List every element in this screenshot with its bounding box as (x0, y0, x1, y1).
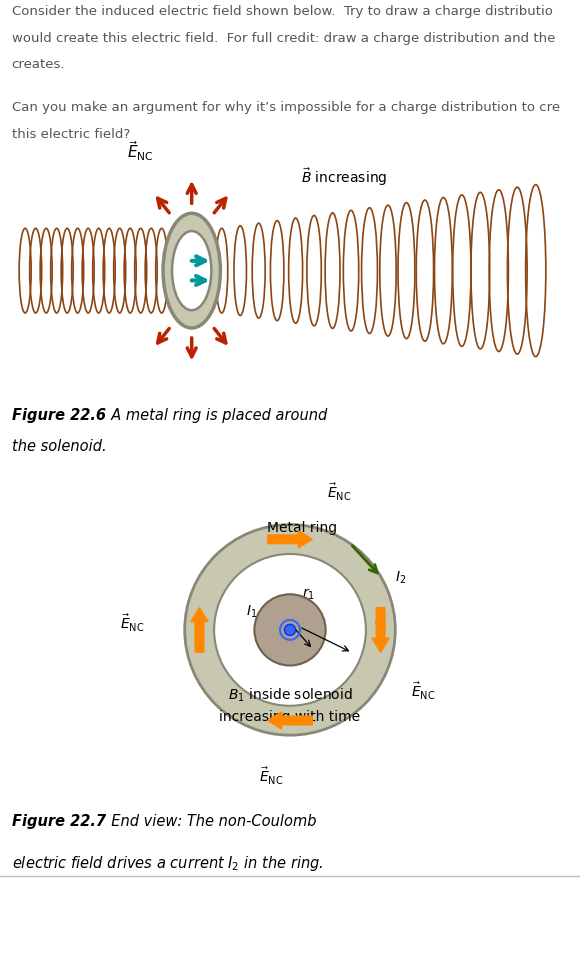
Text: would create this electric field.  For full credit: draw a charge distribution a: would create this electric field. For fu… (12, 32, 555, 45)
Text: the solenoid.: the solenoid. (12, 439, 106, 454)
Ellipse shape (172, 231, 211, 310)
Circle shape (255, 594, 325, 666)
Circle shape (284, 625, 296, 635)
Text: electric field drives a current $I_2$ in the ring.: electric field drives a current $I_2$ in… (12, 855, 323, 873)
Text: $B_1$ inside solenoid: $B_1$ inside solenoid (227, 687, 353, 704)
Text: $I_1$: $I_1$ (246, 604, 258, 620)
Text: $\vec{E}_{\rm NC}$: $\vec{E}_{\rm NC}$ (259, 766, 284, 787)
FancyArrow shape (268, 712, 312, 729)
Text: $\vec{E}_{\rm NC}$: $\vec{E}_{\rm NC}$ (126, 140, 153, 164)
Text: this electric field?: this electric field? (12, 128, 130, 141)
Text: Metal ring: Metal ring (267, 521, 338, 536)
Text: $r_2$: $r_2$ (374, 613, 386, 628)
Text: creates.: creates. (12, 58, 65, 72)
Text: A metal ring is placed around: A metal ring is placed around (102, 408, 328, 423)
Text: End view: The non-Coulomb: End view: The non-Coulomb (102, 813, 317, 829)
Text: $r_1$: $r_1$ (302, 586, 316, 602)
Text: $\vec{B}_1$: $\vec{B}_1$ (285, 646, 302, 667)
Circle shape (184, 525, 396, 735)
Text: $\vec{B}$ increasing: $\vec{B}$ increasing (301, 167, 387, 189)
Text: $I_2$: $I_2$ (396, 569, 407, 585)
Text: increasing with time: increasing with time (219, 710, 361, 724)
FancyArrow shape (372, 607, 389, 652)
FancyArrow shape (191, 607, 208, 652)
Text: $\vec{E}_{\rm NC}$: $\vec{E}_{\rm NC}$ (327, 483, 351, 503)
Text: Can you make an argument for why it’s impossible for a charge distribution to cr: Can you make an argument for why it’s im… (12, 102, 560, 114)
Circle shape (214, 554, 366, 706)
Text: Figure 22.7: Figure 22.7 (12, 813, 106, 829)
Text: $\vec{E}_{\rm NC}$: $\vec{E}_{\rm NC}$ (411, 681, 435, 702)
Ellipse shape (163, 214, 220, 328)
Text: $\vec{E}_{\rm NC}$: $\vec{E}_{\rm NC}$ (120, 613, 144, 634)
Text: Figure 22.6: Figure 22.6 (12, 408, 106, 423)
Text: Consider the induced electric field shown below.  Try to draw a charge distribut: Consider the induced electric field show… (12, 5, 553, 18)
FancyArrow shape (268, 531, 312, 548)
